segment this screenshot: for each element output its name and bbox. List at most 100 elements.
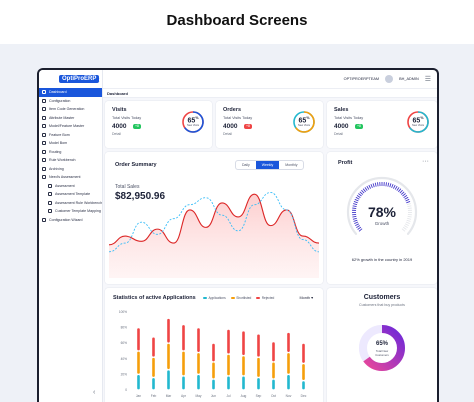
- stat-card-visits: Visits Total Visits Today 4000 +8 Detail…: [105, 101, 212, 148]
- gauge-tick: [352, 215, 357, 218]
- sidebar-item-6[interactable]: Model Bom: [39, 139, 102, 148]
- bar-applications-apr: [182, 376, 185, 390]
- sidebar-item-15[interactable]: Configuration Wizard: [39, 216, 102, 225]
- customers-percent: 65%: [375, 341, 388, 347]
- sidebar-item-label: Customer Template Mapping: [55, 209, 101, 214]
- gauge-tick: [407, 205, 412, 208]
- ring-graphic: [407, 111, 429, 133]
- sidebar-item-label: Assessment: [55, 183, 75, 188]
- stat-ring: 65% New Visits: [406, 110, 430, 134]
- sidebar-item-0[interactable]: Dashboard: [39, 88, 102, 97]
- stat-card-orders: Orders Total Visits Today 4000 +8 Detail…: [216, 101, 323, 148]
- gauge-tick: [387, 182, 390, 187]
- x-tick-label: Mar: [166, 394, 172, 398]
- nav-icon: [42, 107, 46, 112]
- y-tick-label: 100%: [119, 310, 127, 314]
- gauge-tick: [391, 183, 394, 189]
- app-window: OptiProERP ‹ Dashboard Configuration Item …: [37, 68, 439, 402]
- more-options-icon[interactable]: ···: [422, 158, 429, 165]
- detail-link[interactable]: Detail: [112, 132, 121, 136]
- gauge-tick: [374, 182, 377, 187]
- nav-icon: [48, 192, 52, 197]
- legend-rejected: Rejected: [256, 296, 274, 300]
- nav-icon: [42, 166, 46, 171]
- bar-applications-may: [197, 375, 200, 390]
- sidebar-item-1[interactable]: Configuration: [39, 97, 102, 106]
- tab-weekly[interactable]: Weekly: [255, 161, 280, 169]
- bar-rejected-aug: [242, 331, 245, 356]
- gauge-tick: [392, 184, 396, 189]
- sidebar-item-12[interactable]: Assessment Template: [39, 190, 102, 199]
- sidebar-item-10[interactable]: Need's Assessment: [39, 173, 102, 182]
- bar-applications-oct: [272, 379, 275, 390]
- tab-monthly[interactable]: Monthly: [285, 163, 298, 167]
- sidebar-item-14[interactable]: Customer Template Mapping: [39, 207, 102, 216]
- gauge-tick: [372, 183, 375, 188]
- bar-rejected-sep: [257, 334, 260, 357]
- gauge-tick: [404, 196, 409, 200]
- page-title: Dashboard Screens: [166, 12, 308, 29]
- user-name[interactable]: BH_ADMIN: [399, 77, 419, 81]
- bar-rejected-jun: [212, 343, 215, 362]
- bar-applications-jun: [212, 379, 215, 390]
- stat-title: Sales: [334, 107, 349, 113]
- nav-icon: [42, 115, 46, 120]
- gauge-tick: [355, 223, 360, 227]
- bar-rejected-apr: [182, 325, 185, 351]
- bar-shortlisted-feb: [152, 357, 155, 377]
- sidebar-item-5[interactable]: Feature Bom: [39, 131, 102, 140]
- bar-shortlisted-dec: [302, 364, 305, 381]
- profit-gauge-label: Growth: [374, 221, 390, 226]
- x-tick-label: Oct: [271, 394, 276, 398]
- detail-link[interactable]: Detail: [334, 132, 343, 136]
- logo-text: OptiProERP: [59, 75, 100, 83]
- company-name[interactable]: OPTIPROERPTEAM: [343, 77, 380, 81]
- series-line-comparison: [108, 192, 320, 253]
- sidebar-item-9[interactable]: Archiving: [39, 165, 102, 174]
- bar-applications-feb: [152, 378, 155, 390]
- gauge-tick: [352, 205, 357, 208]
- sidebar-item-4[interactable]: Model/Feature Master: [39, 122, 102, 131]
- tab-daily[interactable]: Daily: [242, 163, 250, 167]
- user-avatar[interactable]: [385, 75, 394, 83]
- bar-applications-aug: [242, 376, 245, 390]
- sidebar-item-label: Configuration: [49, 98, 71, 103]
- menu-icon[interactable]: ☰: [424, 76, 431, 83]
- nav-icon: [42, 132, 46, 137]
- nav-icon: [42, 217, 46, 222]
- nav-icon: [42, 175, 46, 180]
- gauge-tick: [364, 187, 368, 191]
- gauge-tick: [394, 185, 398, 190]
- gauge-tick: [406, 203, 411, 206]
- sidebar-item-3[interactable]: Attribute Master: [39, 114, 102, 123]
- collapse-sidebar-icon[interactable]: ‹: [97, 75, 100, 84]
- profit-card: Profit ··· 78% Growth 62% growth in the …: [327, 152, 437, 284]
- sidebar-item-11[interactable]: Assessment: [39, 182, 102, 191]
- sidebar-item-13[interactable]: Assessment Rule Workbench: [39, 199, 102, 208]
- ring-label: New Visits: [186, 124, 200, 127]
- sidebar-item-8[interactable]: Rule Workbench: [39, 156, 102, 165]
- gauge-tick: [368, 184, 372, 189]
- gauge-tick: [389, 183, 392, 188]
- collapse-chevron-icon[interactable]: ‹: [93, 389, 96, 396]
- gauge-tick: [358, 193, 362, 197]
- x-tick-label: Apr: [181, 394, 187, 398]
- sidebar-item-2[interactable]: Item Code Generation: [39, 105, 102, 114]
- stat-card-sales: Sales Total Visits Today 4000 +8 Detail …: [327, 101, 437, 148]
- total-sales-label: Total Sales: [115, 184, 140, 190]
- sidebar-item-label: Configuration Wizard: [49, 217, 83, 222]
- stat-value: 4000: [112, 123, 127, 130]
- gauge-tick: [362, 188, 366, 193]
- gauge-tick: [396, 187, 400, 191]
- customers-donut: [359, 325, 405, 371]
- detail-link[interactable]: Detail: [223, 132, 232, 136]
- sidebar-item-label: Routing: [49, 149, 62, 154]
- period-select[interactable]: Month ▾: [299, 295, 313, 300]
- y-tick-label: 80%: [121, 326, 128, 330]
- y-tick-label: 0: [125, 388, 127, 392]
- total-sales-value: $82,950.96: [115, 191, 166, 202]
- ring-percent-value: 65: [187, 117, 196, 125]
- gauge-tick: [398, 188, 402, 193]
- sidebar-item-7[interactable]: Routing: [39, 148, 102, 157]
- stat-ring: 65% New Visits: [181, 110, 205, 134]
